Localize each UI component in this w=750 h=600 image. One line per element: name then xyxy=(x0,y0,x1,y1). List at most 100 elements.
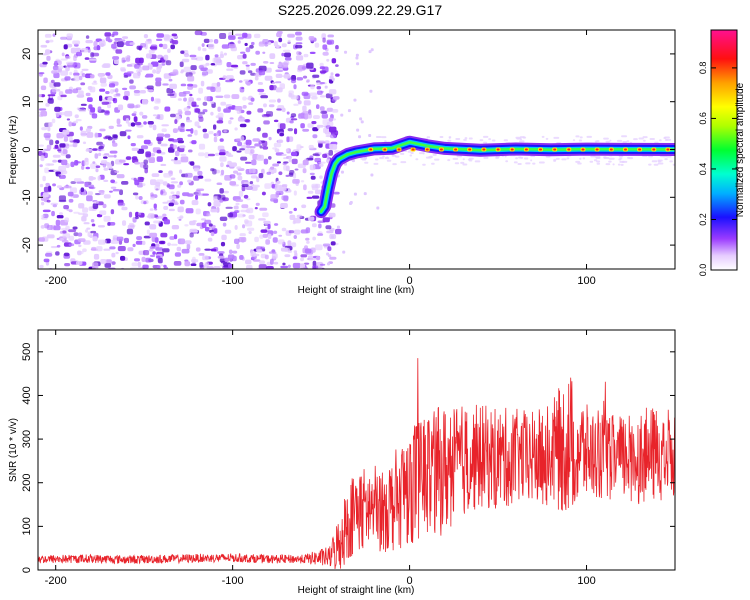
noise-speck xyxy=(42,192,49,198)
noise-speck xyxy=(271,184,276,189)
noise-speck xyxy=(263,120,270,125)
noise-speck xyxy=(311,265,319,269)
noise-speck xyxy=(315,244,323,251)
noise-speck xyxy=(291,158,298,165)
noise-speck xyxy=(138,212,142,216)
noise-speck xyxy=(144,40,152,45)
noise-speck xyxy=(245,64,250,67)
noise-speck xyxy=(205,54,210,61)
noise-speck xyxy=(407,150,412,153)
noise-speck xyxy=(82,213,89,218)
noise-speck xyxy=(81,107,85,110)
noise-speck xyxy=(312,260,317,267)
noise-speck xyxy=(41,127,48,131)
noise-speck xyxy=(201,193,209,196)
colorbar-label: Normalized spectral amplitude xyxy=(735,82,746,217)
noise-speck xyxy=(78,203,85,209)
noise-speck xyxy=(215,132,219,137)
noise-speck xyxy=(148,158,155,163)
noise-speck xyxy=(210,86,216,92)
noise-speck xyxy=(72,40,81,45)
noise-speck xyxy=(40,155,45,162)
noise-speck xyxy=(217,251,225,254)
noise-speck xyxy=(181,58,190,63)
snr-x-axis-label: Height of straight line (km) xyxy=(298,585,415,596)
noise-speck xyxy=(312,74,320,78)
noise-speck xyxy=(198,116,204,122)
noise-speck xyxy=(157,257,163,264)
noise-speck xyxy=(330,72,334,76)
noise-speck xyxy=(190,230,199,233)
noise-speck xyxy=(154,185,161,191)
ridge-peak-core xyxy=(496,148,500,151)
noise-speck xyxy=(73,211,80,214)
colorbar-tick-label: 0.4 xyxy=(698,163,708,176)
noise-speck xyxy=(192,256,196,262)
noise-speck xyxy=(160,264,164,267)
colorbar: 0.0 0.2 0.4 0.6 0.8 Normalized spectral ampl… xyxy=(698,29,746,276)
noise-speck xyxy=(386,159,392,162)
noise-speck xyxy=(63,252,70,257)
noise-speck xyxy=(100,148,105,152)
noise-speck xyxy=(315,256,321,261)
noise-speck xyxy=(67,191,74,197)
noise-speck xyxy=(155,77,162,82)
noise-speck xyxy=(38,144,44,147)
noise-speck xyxy=(43,132,51,138)
noise-speck xyxy=(212,168,217,175)
noise-speck xyxy=(231,94,240,99)
noise-speck xyxy=(180,156,189,163)
noise-speck xyxy=(156,71,160,74)
noise-speck xyxy=(39,183,44,188)
noise-speck xyxy=(163,264,167,268)
noise-speck xyxy=(252,138,260,142)
noise-speck xyxy=(180,71,184,74)
noise-speck xyxy=(239,136,245,142)
noise-speck xyxy=(309,164,316,171)
noise-speck xyxy=(127,122,132,127)
noise-speck xyxy=(40,225,45,229)
ridge-peak-core xyxy=(439,148,443,151)
noise-speck xyxy=(167,48,171,53)
noise-speck xyxy=(157,215,164,219)
noise-speck xyxy=(253,253,260,257)
colorbar-gradient xyxy=(710,29,738,271)
noise-speck xyxy=(280,203,288,209)
ridge-peak-core xyxy=(581,148,585,151)
noise-speck xyxy=(356,62,360,66)
noise-speck xyxy=(626,140,630,143)
noise-speck xyxy=(235,202,240,206)
noise-speck xyxy=(218,152,226,156)
noise-speck xyxy=(275,191,280,198)
noise-speck xyxy=(68,121,72,127)
noise-speck xyxy=(164,133,171,138)
noise-speck xyxy=(245,259,252,265)
noise-speck xyxy=(242,53,247,59)
noise-speck xyxy=(283,195,289,202)
noise-speck xyxy=(309,258,317,261)
noise-speck xyxy=(53,169,60,172)
noise-speck xyxy=(131,147,139,151)
noise-speck xyxy=(147,89,154,92)
noise-speck xyxy=(130,143,136,147)
noise-speck xyxy=(112,31,119,36)
noise-speck xyxy=(81,165,85,170)
noise-speck xyxy=(139,45,143,49)
noise-speck xyxy=(447,159,451,162)
noise-speck xyxy=(104,153,110,156)
noise-speck xyxy=(495,156,500,159)
noise-speck xyxy=(243,194,249,199)
noise-speck xyxy=(191,57,198,60)
noise-speck xyxy=(122,87,128,91)
noise-speck xyxy=(94,132,99,139)
noise-speck xyxy=(374,158,379,161)
noise-speck xyxy=(596,162,601,165)
spectrogram-x-ticks: -200 -100 0 100 xyxy=(45,30,596,287)
noise-speck xyxy=(53,225,61,231)
noise-speck xyxy=(261,140,266,143)
noise-speck xyxy=(70,161,75,168)
noise-speck xyxy=(116,236,124,242)
noise-speck xyxy=(75,119,82,122)
noise-speck xyxy=(263,61,269,64)
noise-speck xyxy=(109,150,118,154)
